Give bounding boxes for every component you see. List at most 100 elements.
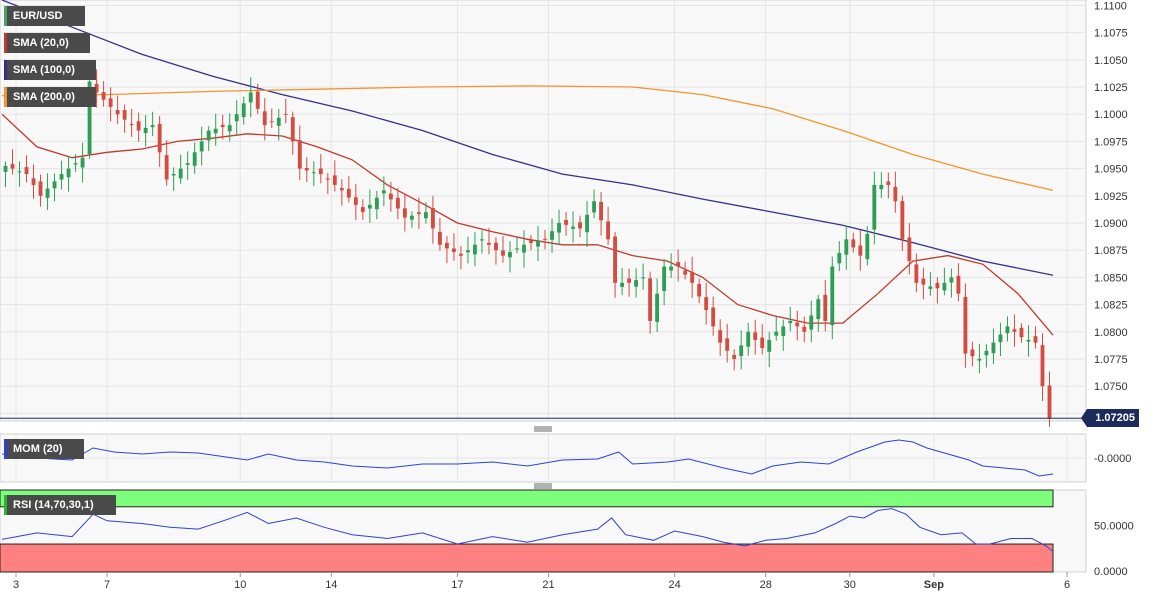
candle-body: [991, 342, 996, 354]
candle-body: [767, 339, 772, 352]
candle: [480, 230, 484, 254]
x-tick-label: 30: [844, 579, 856, 591]
candle: [585, 200, 589, 248]
candle-body: [402, 208, 407, 218]
candle: [557, 209, 561, 245]
candle: [914, 253, 919, 293]
momentum-line: [1, 439, 1054, 477]
candle-body: [80, 157, 85, 168]
candle-body: [466, 250, 470, 253]
x-tick-label: 24: [669, 579, 681, 591]
candle-body: [830, 266, 835, 326]
price-tick-label: 1.1000: [1094, 109, 1128, 121]
momentum-y-axis: -0.0000: [1094, 453, 1131, 465]
candle: [690, 256, 695, 299]
candle-body: [907, 237, 912, 262]
candle-body: [501, 250, 505, 256]
legend-mom[interactable]: MOM (20): [4, 439, 84, 459]
candle: [129, 108, 134, 137]
candle: [921, 267, 926, 300]
legend-eurusd[interactable]: EUR/USD: [4, 6, 85, 26]
candle: [157, 116, 162, 168]
legend-sma-200[interactable]: SMA (200,0): [4, 87, 96, 107]
candle: [59, 160, 64, 190]
candle: [725, 323, 730, 363]
legend-sma-100[interactable]: SMA (100,0): [4, 60, 96, 80]
candle: [746, 322, 751, 356]
price-tick-label: 1.0850: [1094, 272, 1128, 284]
candle-body: [430, 207, 435, 229]
candle: [907, 223, 912, 275]
rsi-y-axis: 50.0000 0.0000: [1094, 520, 1134, 578]
candle-body: [879, 184, 884, 190]
candle-body: [473, 244, 477, 255]
candle-body: [963, 296, 968, 354]
candle: [522, 230, 526, 268]
candle: [774, 316, 779, 341]
candle-body: [276, 117, 281, 126]
candle-body: [536, 241, 540, 247]
price-tick-label: 1.0800: [1094, 327, 1128, 339]
candle-body: [683, 270, 688, 275]
candle: [325, 172, 330, 195]
candle-body: [942, 282, 947, 291]
candle-body: [522, 244, 526, 253]
candle-body: [234, 114, 239, 122]
candle: [94, 69, 99, 108]
rsi-tick-label: 50.0000: [1094, 520, 1134, 532]
momentum-line-group: [1, 439, 1054, 477]
candle: [942, 267, 947, 296]
candle-body: [935, 282, 940, 289]
candle: [269, 108, 274, 128]
sma-line-1000: [1, 0, 1054, 276]
candle: [402, 193, 407, 232]
candle: [452, 233, 456, 261]
candle: [984, 344, 989, 368]
x-tick-label: 6: [1064, 579, 1070, 591]
candle: [606, 206, 611, 245]
candle-body: [395, 197, 400, 209]
candle-body: [809, 315, 814, 330]
candle-body: [802, 326, 807, 332]
candle-body: [444, 242, 449, 249]
candle: [1040, 333, 1045, 402]
candle-body: [543, 238, 547, 240]
candle: [1033, 326, 1038, 349]
candle: [949, 268, 954, 298]
candle-body: [108, 98, 113, 107]
candle-body: [641, 277, 646, 279]
pane-resize-handle-2[interactable]: [534, 483, 552, 489]
price-tick-label: 1.1100: [1094, 0, 1127, 12]
candle-body: [304, 168, 309, 171]
candle-body: [241, 103, 246, 118]
candle: [1005, 316, 1010, 342]
candle-body: [900, 201, 905, 240]
legend-rsi[interactable]: RSI (14,70,30,1): [4, 495, 116, 515]
candle: [332, 160, 337, 192]
sma-line-200: [1, 113, 1054, 336]
candle: [998, 322, 1003, 357]
candle: [423, 202, 428, 224]
candle: [886, 172, 891, 199]
candle-body: [1012, 329, 1017, 332]
candle-body: [844, 239, 849, 255]
candle: [963, 283, 968, 368]
legend-sma-20[interactable]: SMA (20,0): [4, 33, 90, 53]
candle: [381, 176, 386, 207]
candle-body: [255, 91, 260, 109]
candle-body: [494, 242, 498, 251]
candle: [711, 296, 716, 336]
candle-body: [606, 221, 611, 240]
candle-body: [774, 331, 779, 336]
candle: [220, 114, 225, 140]
pane-resize-handle-1[interactable]: [534, 426, 552, 432]
candle: [578, 215, 582, 238]
candle-body: [1033, 336, 1038, 343]
candle: [3, 161, 8, 188]
candle-body: [59, 174, 64, 180]
candle-body: [3, 165, 8, 172]
candle: [241, 96, 246, 125]
candle: [311, 161, 316, 187]
price-tick-label: 1.0975: [1094, 136, 1128, 148]
candle-body: [914, 264, 919, 283]
